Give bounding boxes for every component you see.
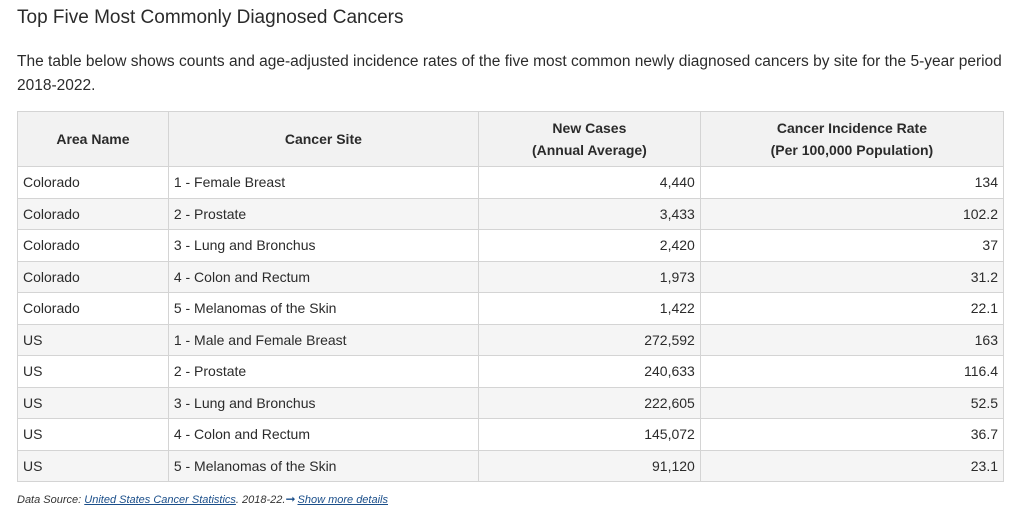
- cell-new-cases: 222,605: [477, 386, 701, 419]
- table-row: Colorado 1 - Female Breast 4,440 134: [17, 166, 1005, 199]
- table-row: Colorado 3 - Lung and Bronchus 2,420 37: [17, 229, 1005, 262]
- cell-incidence-rate: 31.2: [699, 260, 1005, 293]
- cell-cancer-site: 4 - Colon and Rectum: [167, 418, 479, 451]
- data-source-note: Data Source: United States Cancer Statis…: [17, 491, 1004, 508]
- cell-cancer-site: 5 - Melanomas of the Skin: [167, 292, 479, 325]
- cell-cancer-site: 3 - Lung and Bronchus: [167, 229, 479, 262]
- header-site-label: Cancer Site: [284, 131, 362, 147]
- header-cases-line2: (Annual Average): [531, 142, 647, 158]
- table-row: US 1 - Male and Female Breast 272,592 163: [17, 323, 1005, 356]
- table-body: Colorado 1 - Female Breast 4,440 134 Colorad…: [17, 166, 1005, 482]
- cell-incidence-rate: 134: [699, 166, 1005, 199]
- cell-incidence-rate: 116.4: [699, 355, 1005, 388]
- arrow-right-icon: ➞: [285, 492, 296, 506]
- header-incidence-rate: Cancer Incidence Rate (Per 100,000 Popul…: [699, 111, 1005, 167]
- cell-area-name: US: [17, 449, 169, 482]
- source-link[interactable]: United States Cancer Statistics: [84, 494, 236, 506]
- cell-area-name: US: [17, 386, 169, 419]
- cell-area-name: US: [17, 418, 169, 451]
- cell-incidence-rate: 52.5: [699, 386, 1005, 419]
- cell-cancer-site: 2 - Prostate: [167, 355, 479, 388]
- header-area-name: Area Name: [17, 111, 169, 167]
- cell-incidence-rate: 23.1: [699, 449, 1005, 482]
- cell-new-cases: 4,440: [477, 166, 701, 199]
- header-new-cases: New Cases (Annual Average): [477, 111, 701, 167]
- cell-area-name: US: [17, 323, 169, 356]
- cell-cancer-site: 3 - Lung and Bronchus: [167, 386, 479, 419]
- cell-new-cases: 91,120: [477, 449, 701, 482]
- cell-new-cases: 240,633: [477, 355, 701, 388]
- cell-incidence-rate: 163: [699, 323, 1005, 356]
- cell-new-cases: 1,422: [477, 292, 701, 325]
- cell-new-cases: 1,973: [477, 260, 701, 293]
- table-row: US 2 - Prostate 240,633 116.4: [17, 355, 1005, 388]
- table-row: US 4 - Colon and Rectum 145,072 36.7: [17, 418, 1005, 451]
- cell-new-cases: 145,072: [477, 418, 701, 451]
- cancer-table: Area Name Cancer Site New Cases (Annual …: [17, 111, 1005, 482]
- page-title: Top Five Most Commonly Diagnosed Cancers: [17, 7, 404, 28]
- header-rate-line1: Cancer Incidence Rate: [776, 120, 927, 136]
- cell-area-name: Colorado: [17, 229, 169, 262]
- cell-area-name: Colorado: [17, 166, 169, 199]
- table-row: Colorado 5 - Melanomas of the Skin 1,422 22…: [17, 292, 1005, 325]
- table-row: Colorado 2 - Prostate 3,433 102.2: [17, 197, 1005, 230]
- cell-incidence-rate: 36.7: [699, 418, 1005, 451]
- table-row: Colorado 4 - Colon and Rectum 1,973 31.2: [17, 260, 1005, 293]
- cell-incidence-rate: 37: [699, 229, 1005, 262]
- cell-incidence-rate: 22.1: [699, 292, 1005, 325]
- table-header-row: Area Name Cancer Site New Cases (Annual …: [17, 111, 1005, 167]
- table-row: US 5 - Melanomas of the Skin 91,120 23.1: [17, 449, 1005, 482]
- header-cases-line1: New Cases: [552, 120, 627, 136]
- header-area-label: Area Name: [56, 131, 130, 147]
- cell-area-name: Colorado: [17, 260, 169, 293]
- table-description: The table below shows counts and age-adj…: [17, 53, 1002, 94]
- cell-area-name: Colorado: [17, 292, 169, 325]
- cell-cancer-site: 1 - Female Breast: [167, 166, 479, 199]
- cell-cancer-site: 4 - Colon and Rectum: [167, 260, 479, 293]
- cell-new-cases: 272,592: [477, 323, 701, 356]
- cell-incidence-rate: 102.2: [699, 197, 1005, 230]
- cell-new-cases: 2,420: [477, 229, 701, 262]
- cell-cancer-site: 2 - Prostate: [167, 197, 479, 230]
- source-suffix: . 2018-22.: [235, 494, 286, 506]
- header-rate-line2: (Per 100,000 Population): [770, 142, 934, 158]
- header-cancer-site: Cancer Site: [167, 111, 479, 167]
- cell-cancer-site: 1 - Male and Female Breast: [167, 323, 479, 356]
- cell-new-cases: 3,433: [477, 197, 701, 230]
- show-more-details-link[interactable]: Show more details: [297, 494, 389, 506]
- cell-cancer-site: 5 - Melanomas of the Skin: [167, 449, 479, 482]
- source-prefix: Data Source:: [17, 494, 85, 506]
- cell-area-name: Colorado: [17, 197, 169, 230]
- table-row: US 3 - Lung and Bronchus 222,605 52.5: [17, 386, 1005, 419]
- cell-area-name: US: [17, 355, 169, 388]
